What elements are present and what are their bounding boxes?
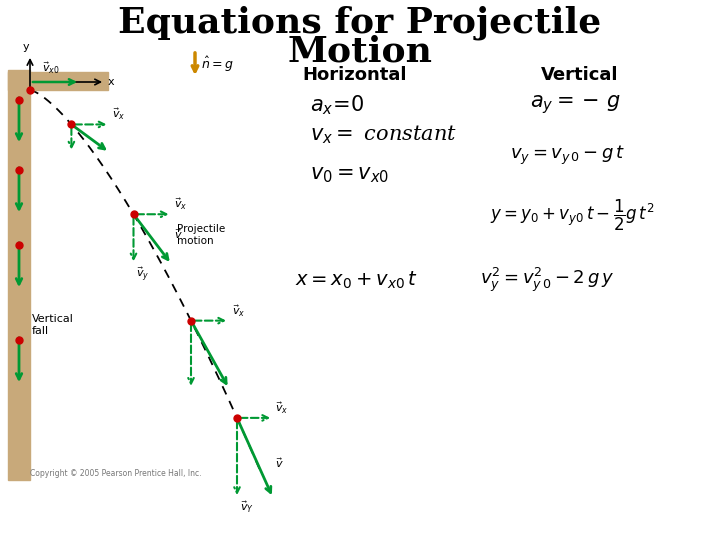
Text: $\vec{v}_x$: $\vec{v}_x$ [112, 107, 126, 123]
Text: x: x [108, 77, 114, 87]
Text: Copyright © 2005 Pearson Prentice Hall, Inc.: Copyright © 2005 Pearson Prentice Hall, … [30, 469, 202, 478]
Text: Projectile
motion: Projectile motion [176, 224, 225, 246]
Text: $\vec{v}_y$: $\vec{v}_y$ [137, 266, 150, 285]
Text: $\vec{v}_x$: $\vec{v}_x$ [275, 400, 288, 416]
Text: $v_y^2 = v_{y\,0}^2 - 2\,g\,y$: $v_y^2 = v_{y\,0}^2 - 2\,g\,y$ [480, 266, 614, 294]
Text: $\vec{v}_x$: $\vec{v}_x$ [174, 197, 188, 212]
Text: $\hat{n} = g$: $\hat{n} = g$ [201, 55, 234, 73]
Text: y: y [23, 42, 30, 52]
Text: $\vec{v}_{x0}$: $\vec{v}_{x0}$ [42, 60, 60, 76]
Text: Vertical
fall: Vertical fall [32, 314, 74, 336]
Text: $x = x_0 + v_{x0}\,t$: $x = x_0 + v_{x0}\,t$ [295, 269, 418, 291]
Text: $a_y = -\, g$: $a_y = -\, g$ [530, 93, 621, 117]
Text: $\vec{v}_x$: $\vec{v}_x$ [232, 303, 246, 319]
Text: $\vec{v}$: $\vec{v}$ [174, 227, 183, 241]
Text: $v_y = v_{y\,0} - g\,t$: $v_y = v_{y\,0} - g\,t$ [510, 144, 626, 167]
Text: $\vec{v}$: $\vec{v}$ [275, 456, 284, 470]
Text: Equations for Projectile: Equations for Projectile [118, 5, 602, 39]
Text: Motion: Motion [287, 35, 433, 69]
Text: $a_x\!=\!0$: $a_x\!=\!0$ [310, 93, 365, 117]
Text: $v_x=$ constant: $v_x=$ constant [310, 124, 457, 146]
Text: $\vec{v}_Y$: $\vec{v}_Y$ [240, 500, 254, 515]
Text: Vertical: Vertical [541, 66, 618, 84]
Text: $v_0 = v_{x0}$: $v_0 = v_{x0}$ [310, 165, 390, 185]
Text: Horizontal: Horizontal [302, 66, 408, 84]
Bar [8, 70, 30, 480]
Text: $y = y_0 + v_{y0}\,t - \dfrac{1}{2}g\,t^2$: $y = y_0 + v_{y0}\,t - \dfrac{1}{2}g\,t^… [490, 198, 655, 233]
Bar [8, 72, 108, 90]
